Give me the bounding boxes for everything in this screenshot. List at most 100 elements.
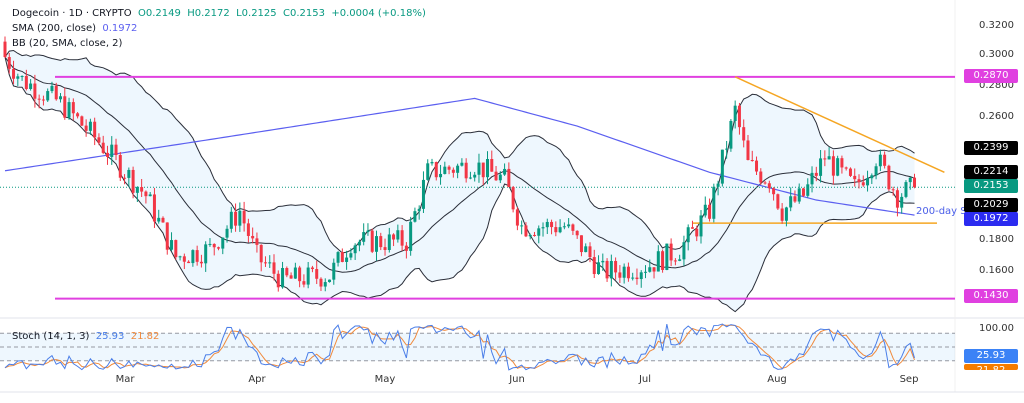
price-tick: 0.2600 xyxy=(979,111,1014,122)
candle-body xyxy=(695,228,699,237)
candle-body xyxy=(191,250,195,264)
candle-body xyxy=(50,85,54,92)
candle-body xyxy=(272,262,276,274)
candle-body xyxy=(417,208,421,212)
ohlc-change: +0.0004 (+0.18%) xyxy=(331,8,426,19)
candle-body xyxy=(524,225,528,237)
candle-body xyxy=(836,158,840,176)
candle-body xyxy=(686,227,690,243)
stoch-legend[interactable]: Stoch (14, 1, 3) 25.93 21.82 xyxy=(12,331,159,342)
candle-body xyxy=(541,227,545,229)
candle-body xyxy=(665,243,669,270)
candle-body xyxy=(195,250,199,262)
x-tick-jun: Jun xyxy=(509,374,525,385)
symbol-legend: Dogecoin · 1D · CRYPTO O0.2149 H0.2172 L… xyxy=(12,8,426,19)
candle-body xyxy=(281,268,285,288)
candle-body xyxy=(387,234,391,250)
candle-body xyxy=(511,187,515,210)
bollinger-lower-band xyxy=(4,56,915,313)
x-tick-may: May xyxy=(374,374,396,385)
candle-body xyxy=(626,266,630,279)
candle-body xyxy=(127,169,131,178)
bb-label: BB (20, SMA, close, 2) xyxy=(12,38,123,49)
candle-body xyxy=(891,189,895,191)
candle-body xyxy=(161,217,165,223)
stoch-d-value: 21.82 xyxy=(130,331,160,342)
candle-body xyxy=(750,160,754,162)
candle-body xyxy=(716,183,720,187)
candle-body xyxy=(772,188,776,195)
candle-body xyxy=(618,272,622,278)
candle-body xyxy=(80,116,84,126)
candle-body xyxy=(409,221,413,251)
candle-body xyxy=(669,243,673,261)
stoch-d-label: 21.82 xyxy=(964,364,1018,370)
sma-legend[interactable]: SMA (200, close) 0.1972 xyxy=(12,23,137,34)
candle-body xyxy=(887,165,891,190)
stoch-tick: 100.00 xyxy=(979,323,1014,334)
candle-body xyxy=(703,204,707,216)
candle-body xyxy=(682,242,686,260)
candle-body xyxy=(481,162,485,178)
candle-body xyxy=(515,209,519,226)
candle-body xyxy=(46,91,50,101)
candle-body xyxy=(293,267,297,279)
candle-body xyxy=(883,154,887,166)
level-label-lower: 0.1430 xyxy=(964,289,1018,303)
candle-body xyxy=(673,260,677,262)
price-tick: 0.1800 xyxy=(979,234,1014,245)
candle-body xyxy=(24,76,28,89)
candle-body xyxy=(221,237,225,249)
price-tick: 0.3200 xyxy=(979,20,1014,31)
candle-body xyxy=(708,204,712,219)
candle-body xyxy=(699,215,703,237)
stoch-label: Stoch (14, 1, 3) xyxy=(12,331,90,342)
resistance-trendline xyxy=(734,76,945,173)
candle-body xyxy=(76,113,80,117)
candle-body xyxy=(814,172,818,176)
candle-body xyxy=(742,127,746,141)
candle-body xyxy=(827,156,831,160)
candle-body xyxy=(755,160,759,172)
candle-body xyxy=(853,175,857,180)
candle-body xyxy=(904,182,908,197)
candle-body xyxy=(550,221,554,228)
candle-body xyxy=(97,137,101,143)
candle-body xyxy=(217,247,220,249)
candle-body xyxy=(614,260,618,273)
candle-body xyxy=(460,162,464,166)
candle-body xyxy=(532,234,536,236)
candle-body xyxy=(20,76,24,78)
candle-body xyxy=(276,273,280,288)
candle-body xyxy=(498,174,502,181)
x-tick-jul: Jul xyxy=(638,374,652,385)
candle-body xyxy=(468,177,472,179)
candle-body xyxy=(289,275,293,279)
candle-body xyxy=(174,240,178,258)
candle-body xyxy=(328,279,332,283)
bb-legend[interactable]: BB (20, SMA, close, 2) xyxy=(12,38,122,49)
candle-body xyxy=(71,102,75,114)
sma-value: 0.1972 xyxy=(102,23,138,34)
candle-body xyxy=(234,211,238,226)
candle-body xyxy=(635,277,639,280)
x-tick-sep: Sep xyxy=(899,374,919,385)
candle-body xyxy=(63,96,67,118)
bb-lower-label: 0.2029 xyxy=(964,198,1018,212)
candle-body xyxy=(737,105,741,128)
candle-body xyxy=(33,83,37,99)
price-tick: 0.2800 xyxy=(979,80,1014,91)
candle-body xyxy=(93,121,97,138)
candle-body xyxy=(831,156,835,176)
candle-body xyxy=(545,221,549,228)
candle-body xyxy=(473,174,477,178)
candle-body xyxy=(204,244,208,264)
candle-body xyxy=(306,267,310,285)
last-price-label: 0.2153 xyxy=(964,179,1018,193)
candle-body xyxy=(776,194,780,209)
candle-body xyxy=(490,159,494,172)
candle-body xyxy=(507,168,511,188)
candle-body xyxy=(528,234,532,237)
